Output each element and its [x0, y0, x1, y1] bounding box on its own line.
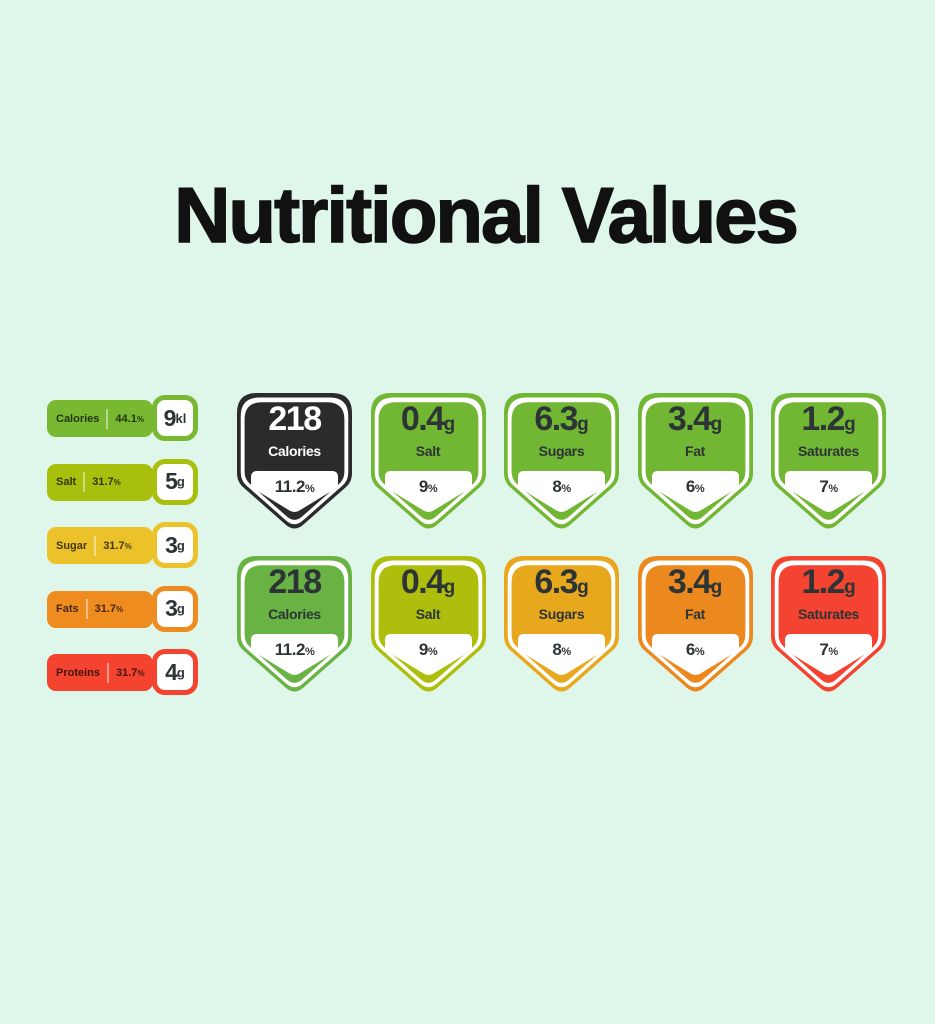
pill-percent: 31.7% [94, 603, 124, 615]
badge-amount: 3.4g [667, 400, 723, 438]
pill-label: Salt [56, 476, 77, 488]
badge-amount: 3.4g [667, 563, 723, 601]
shield-shape-icon [771, 393, 886, 529]
badge-amount: 218 [268, 400, 322, 438]
shield-shape-icon [637, 393, 753, 529]
summary-pill: Salt 31.7% [47, 463, 153, 501]
nutrition-badge-calories-row1: 218 Calories 11.2% [237, 393, 352, 533]
badge-amount: 6.3g [534, 400, 589, 438]
badge-amount: 0.4g [400, 400, 456, 438]
pill-divider [85, 599, 88, 619]
badge-daily-percent: 9% [418, 640, 438, 659]
badge-label: Calories [268, 443, 321, 459]
badge-label: Sugars [538, 606, 585, 622]
pill-percent: 31.7% [116, 666, 145, 679]
nutrition-badge-salt-row1: 0.4g Salt 9% [370, 393, 486, 533]
badge-daily-percent: 8% [552, 477, 571, 496]
nutrition-badge-sugars-row1: 6.3g Sugars 8% [504, 393, 619, 533]
shield-shape-icon [370, 393, 486, 529]
badge-amount: 6.3g [534, 563, 589, 601]
nutrition-badge-saturates-row1: 1.2g Saturates 7% [771, 393, 886, 533]
badge-daily-percent: 7% [819, 477, 838, 496]
shield-shape-icon [237, 556, 352, 692]
shield-shape-icon [637, 556, 753, 692]
nutrition-badge-calories-row2: 218 Calories 11.2% [237, 556, 352, 696]
page-title: Nutritional Values [173, 170, 799, 260]
pill-percent: 31.7% [103, 539, 132, 552]
badge-label: Sugars [538, 443, 585, 459]
badge-amount: 1.2g [801, 400, 856, 438]
summary-pill: Calories 44.1% [47, 400, 153, 437]
badge-daily-percent: 11.2% [274, 477, 315, 496]
badge-label: Saturates [797, 606, 860, 622]
badge-label: Saturates [797, 443, 860, 459]
nutrition-badge-saturates-row2: 1.2g Saturates 7% [771, 556, 886, 696]
pill-divider [94, 535, 97, 556]
nutrition-badge-salt-row2: 0.4g Salt 9% [370, 556, 486, 696]
nutrition-badge-grid: 218 Calories 11.2% 0.4g Salt 9% 6.3g Sug… [237, 393, 886, 696]
badge-amount: 0.4g [400, 563, 456, 601]
badge-daily-percent: 9% [418, 477, 438, 496]
shield-shape-icon [504, 393, 619, 529]
shield-shape-icon [237, 393, 352, 529]
pill-label: Proteins [56, 666, 101, 679]
badge-amount: 218 [268, 563, 322, 601]
shield-shape-icon [370, 556, 486, 692]
nutrition-badge-fat-row1: 3.4g Fat 6% [637, 393, 753, 533]
pill-label: Fats [56, 603, 79, 615]
shield-shape-icon [504, 556, 619, 692]
badge-daily-percent: 11.2% [274, 640, 315, 659]
badge-label: Calories [268, 606, 321, 622]
pill-divider [106, 408, 109, 429]
badge-label: Fat [684, 606, 706, 622]
badge-label: Fat [684, 443, 706, 459]
summary-pill: Sugar 31.7% [47, 527, 153, 564]
nutrition-badge-sugars-row2: 6.3g Sugars 8% [504, 556, 619, 696]
pill-divider [83, 472, 86, 492]
pill-label: Calories [56, 412, 100, 425]
pill-value-badge: 9 kl [152, 395, 198, 441]
summary-row-calories: Calories 44.1% 9 kl [47, 395, 247, 441]
pill-percent: 44.1% [115, 412, 144, 425]
pill-label: Sugar [56, 539, 88, 552]
badge-daily-percent: 8% [552, 640, 571, 659]
badge-daily-percent: 6% [685, 640, 705, 659]
pill-percent: 31.7% [92, 476, 121, 488]
badge-amount: 1.2g [801, 563, 856, 601]
badge-daily-percent: 6% [685, 477, 705, 496]
pill-divider [107, 662, 110, 683]
summary-pill: Proteins 31.7% [47, 654, 153, 691]
summary-pill: Fats 31.7% [47, 590, 153, 628]
badge-label: Salt [415, 606, 441, 622]
shield-shape-icon [771, 556, 886, 692]
badge-daily-percent: 7% [819, 640, 838, 659]
nutrition-badge-fat-row2: 3.4g Fat 6% [637, 556, 753, 696]
badge-label: Salt [415, 443, 441, 459]
